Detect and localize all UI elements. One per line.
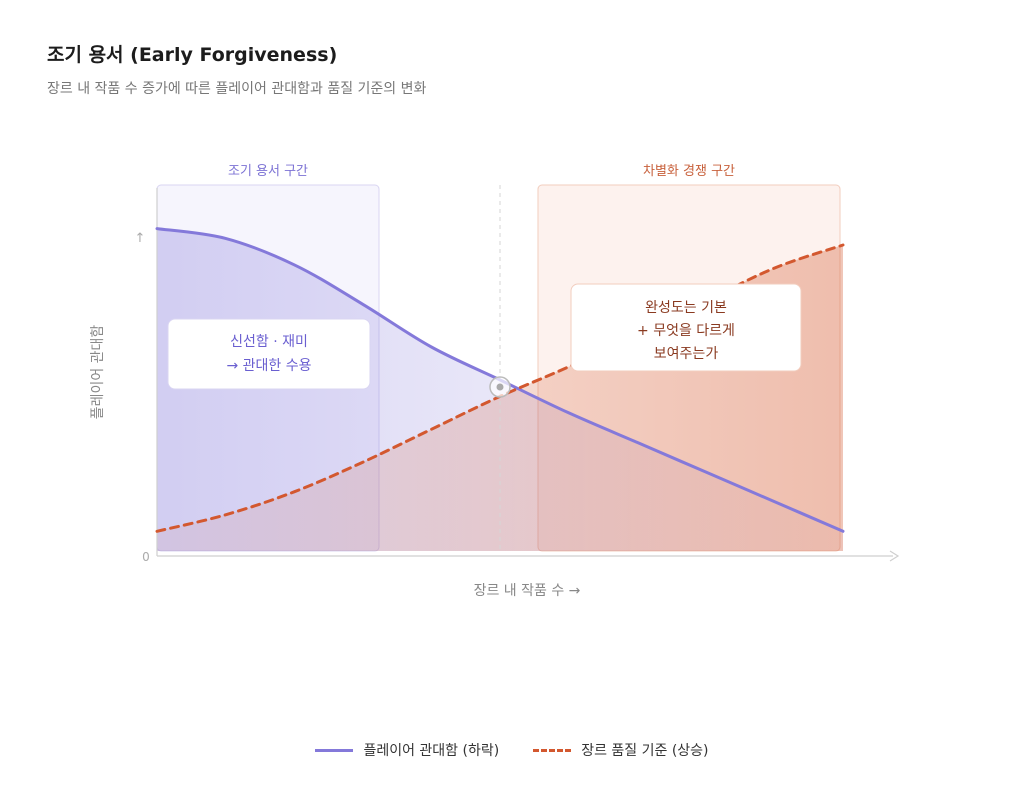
annotation-diff-line3: 보여주는가 xyxy=(654,346,719,362)
x-axis-label: 장르 내 작품 수 → xyxy=(474,583,581,599)
legend-swatch-dashed xyxy=(533,748,572,752)
zone-label-early: 조기 용서 구간 xyxy=(228,164,308,179)
annotation-early-line2: → 관대한 수용 xyxy=(226,358,311,374)
crossover-marker-dot xyxy=(496,383,504,391)
legend: 플레이어 관대함 (하락) 장르 품질 기준 (상승) xyxy=(0,740,1024,760)
legend-item-leniency: 플레이어 관대함 (하락) xyxy=(315,740,499,760)
chart-subtitle: 장르 내 작품 수 증가에 따른 플레이어 관대함과 품질 기준의 변화 xyxy=(47,81,427,97)
chart-title: 조기 용서 (Early Forgiveness) xyxy=(47,44,338,66)
y-tick-label-zero: 0 xyxy=(142,550,150,564)
annotation-early-line1: 신선함 · 재미 xyxy=(230,334,308,350)
legend-swatch-solid xyxy=(315,748,354,752)
legend-label-quality: 장르 품질 기준 (상승) xyxy=(581,743,709,759)
annotation-diff-line1: 완성도는 기본 xyxy=(645,300,727,316)
legend-item-quality: 장르 품질 기준 (상승) xyxy=(533,740,709,760)
annotation-box-diff xyxy=(570,283,802,372)
annotation-diff-line2: + 무엇을 다르게 xyxy=(637,323,735,339)
annotation-box-early xyxy=(167,318,371,390)
x-axis-arrowhead xyxy=(889,550,900,562)
y-tick-label-up: ↑ xyxy=(135,231,146,246)
zone-label-diff: 차별화 경쟁 구간 xyxy=(643,164,735,179)
y-axis-label: 플레이어 관대함 xyxy=(90,325,106,420)
legend-label-leniency: 플레이어 관대함 (하락) xyxy=(363,743,500,759)
